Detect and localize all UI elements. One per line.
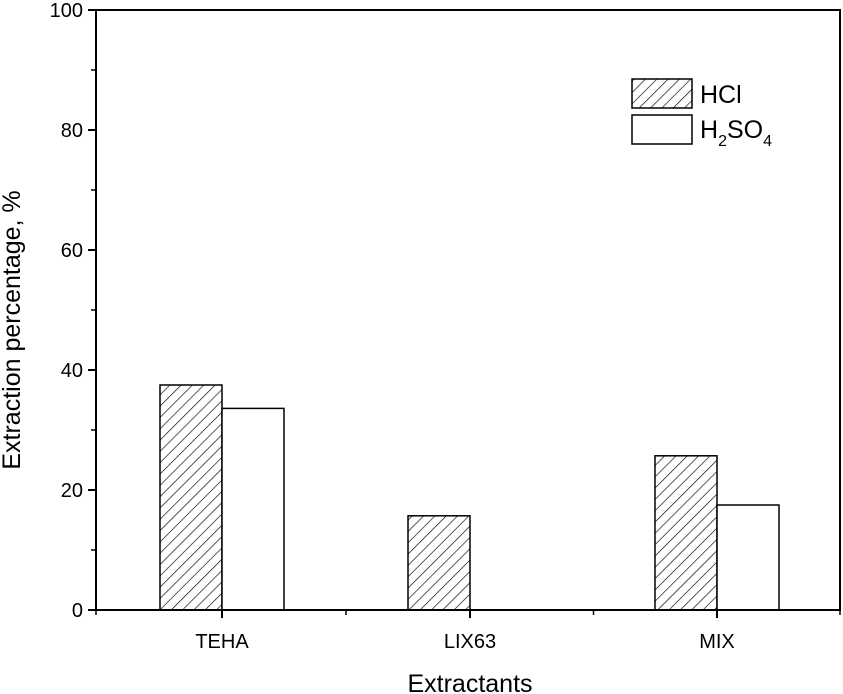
- legend-swatch-h2so4: [631, 114, 693, 145]
- bars-layer: [159, 384, 780, 611]
- x-axis-title: Extractants: [407, 670, 532, 694]
- y-tick-label: 20: [61, 480, 83, 502]
- legend-swatch-hcl: [631, 78, 693, 109]
- y-tick-label: 40: [61, 360, 83, 382]
- bar-hcl-lix63: [407, 515, 471, 611]
- y-tick-label: 60: [61, 240, 83, 262]
- x-tick-label-lix63: LIX63: [444, 631, 496, 653]
- bar-h2so4-mix: [716, 504, 780, 611]
- bar-hcl-teha: [159, 384, 223, 611]
- legend-label-hcl: HCl: [700, 81, 742, 109]
- y-tick-label: 80: [61, 120, 83, 142]
- y-tick-label: 100: [50, 0, 83, 22]
- bar-hcl-mix: [654, 455, 718, 611]
- y-axis-title: Extraction percentage, %: [0, 190, 26, 469]
- x-tick-label-mix: MIX: [699, 631, 735, 653]
- legend: HCl H2SO4: [631, 78, 772, 150]
- y-tick-label: 0: [72, 600, 83, 622]
- legend-label-h2so4: H2SO4: [700, 116, 772, 150]
- ticks-layer: 0 20 40 60 80 100 TEHA LIX63 MIX: [50, 0, 841, 653]
- x-tick-label-teha: TEHA: [195, 631, 249, 653]
- bar-h2so4-teha: [221, 407, 285, 611]
